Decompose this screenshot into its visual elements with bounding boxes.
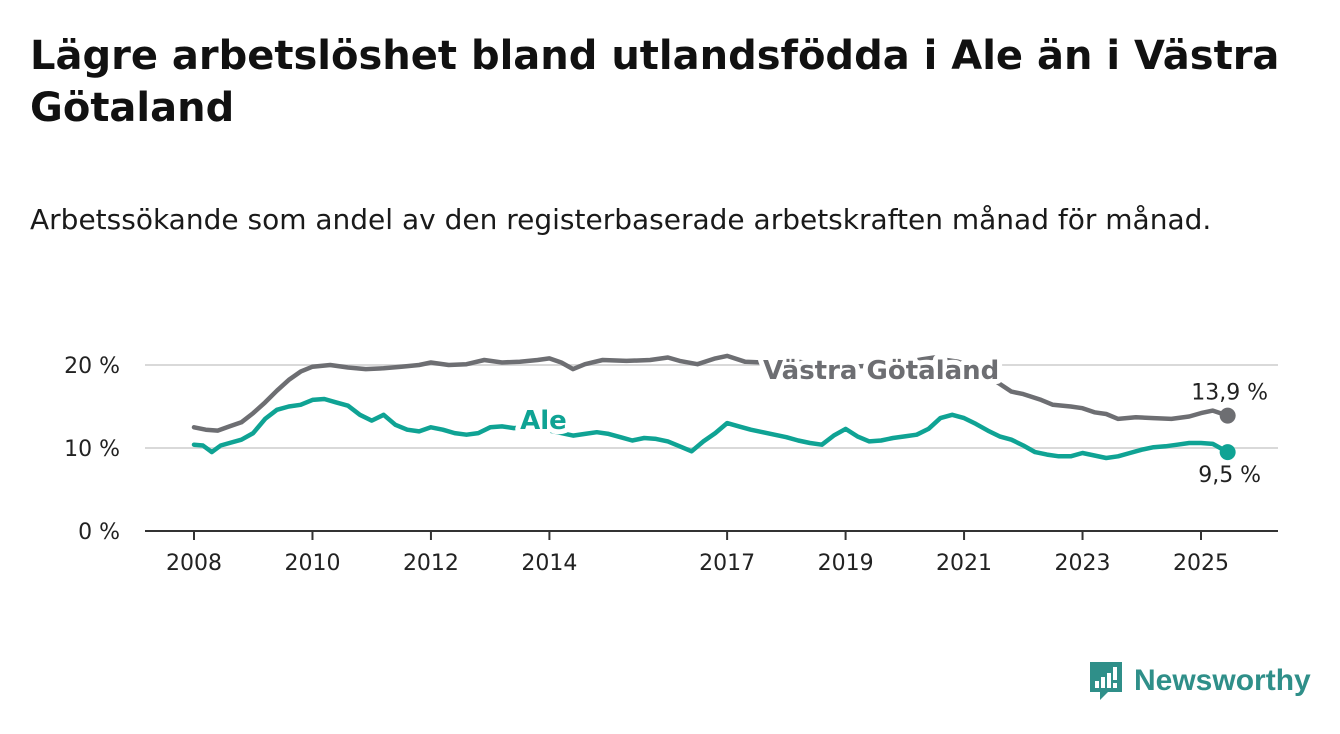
newsworthy-logo-icon — [1090, 662, 1122, 700]
y-axis-ticks: 0 % 10 % 20 % — [64, 354, 120, 545]
y-tick-label: 10 % — [64, 437, 120, 462]
x-tick-label: 2019 — [818, 551, 874, 576]
brand: Newsworthy — [1088, 660, 1311, 702]
y-tick-label: 20 % — [64, 354, 120, 379]
series-end-point — [1219, 444, 1236, 461]
series-lines — [191, 353, 1236, 461]
series-label-halo: Ale — [520, 406, 567, 436]
chart-title: Lägre arbetslöshet bland utlandsfödda i … — [30, 33, 1280, 131]
y-tick-label: 0 % — [78, 520, 120, 545]
x-tick-label: 2023 — [1055, 551, 1111, 576]
x-tick-label: 2021 — [936, 551, 992, 576]
x-tick-label: 2025 — [1173, 551, 1229, 576]
chart-subtitle: Arbetssökande som andel av den registerb… — [30, 203, 1212, 236]
series-label: Västra Götaland — [763, 356, 999, 386]
brand-name: Newsworthy — [1134, 664, 1311, 697]
x-tick-label: 2014 — [521, 551, 577, 576]
x-tick-label: 2017 — [699, 551, 755, 576]
x-tick-label: 2008 — [166, 551, 222, 576]
x-axis: 2008 2010 2012 2014 2017 2019 2021 2023 2025 — [145, 530, 1278, 576]
series-end-label: 9,5 % — [1198, 463, 1261, 488]
series-label: Ale — [520, 406, 567, 436]
series-end-label: 13,9 % — [1191, 381, 1268, 406]
series-end-point — [1219, 407, 1236, 424]
series-line — [191, 353, 1230, 433]
series-label-halo: Västra Götaland — [763, 356, 999, 386]
x-tick-label: 2010 — [284, 551, 340, 576]
series-line — [191, 396, 1230, 461]
line-chart: 0 % 10 % 20 % 2008 2010 2012 2014 2017 2019 2021… — [64, 351, 1278, 576]
x-tick-label: 2012 — [403, 551, 459, 576]
